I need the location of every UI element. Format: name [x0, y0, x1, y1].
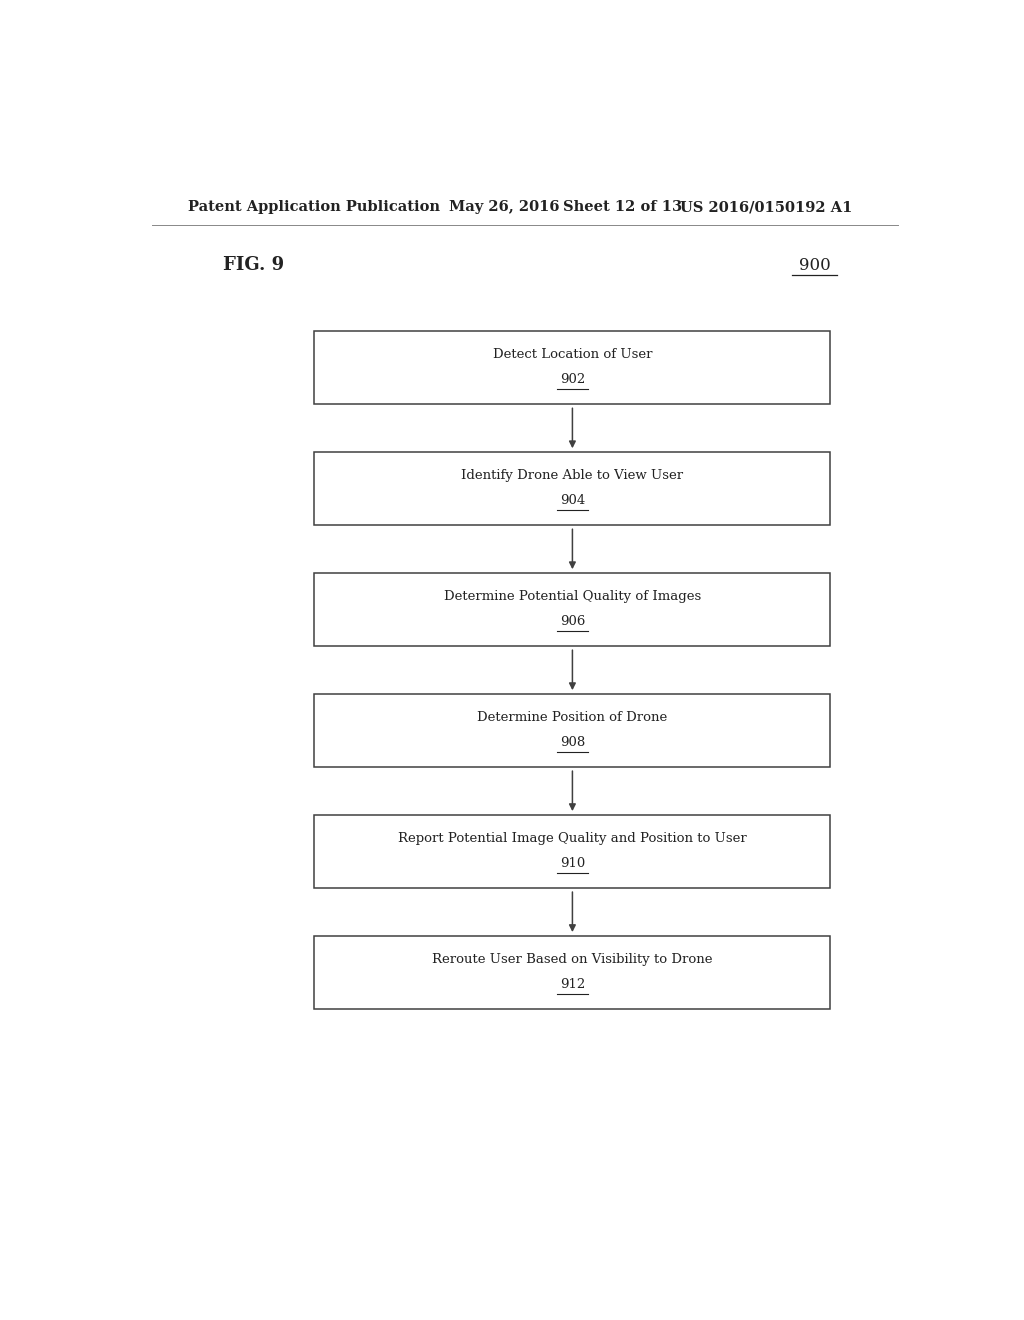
Bar	[314, 694, 830, 767]
Text: Determine Potential Quality of Images: Determine Potential Quality of Images	[443, 590, 701, 603]
Text: 906: 906	[560, 615, 585, 628]
Text: 912: 912	[560, 978, 585, 991]
Bar	[314, 814, 830, 888]
Text: Identify Drone Able to View User: Identify Drone Able to View User	[462, 469, 683, 482]
Text: Patent Application Publication: Patent Application Publication	[187, 201, 439, 214]
Text: 904: 904	[560, 495, 585, 507]
Text: Determine Position of Drone: Determine Position of Drone	[477, 711, 668, 723]
Bar	[314, 573, 830, 647]
Text: Report Potential Image Quality and Position to User: Report Potential Image Quality and Posit…	[398, 832, 746, 845]
Text: 910: 910	[560, 857, 585, 870]
Bar	[314, 936, 830, 1008]
Text: 900: 900	[799, 256, 830, 273]
Bar	[314, 453, 830, 525]
Text: Detect Location of User: Detect Location of User	[493, 348, 652, 362]
Text: 902: 902	[560, 374, 585, 387]
Bar	[314, 331, 830, 404]
Text: 908: 908	[560, 737, 585, 750]
Text: Reroute User Based on Visibility to Drone: Reroute User Based on Visibility to Dron…	[432, 953, 713, 966]
Text: US 2016/0150192 A1: US 2016/0150192 A1	[680, 201, 852, 214]
Text: Sheet 12 of 13: Sheet 12 of 13	[563, 201, 682, 214]
Text: May 26, 2016: May 26, 2016	[450, 201, 560, 214]
Text: FIG. 9: FIG. 9	[223, 256, 285, 275]
